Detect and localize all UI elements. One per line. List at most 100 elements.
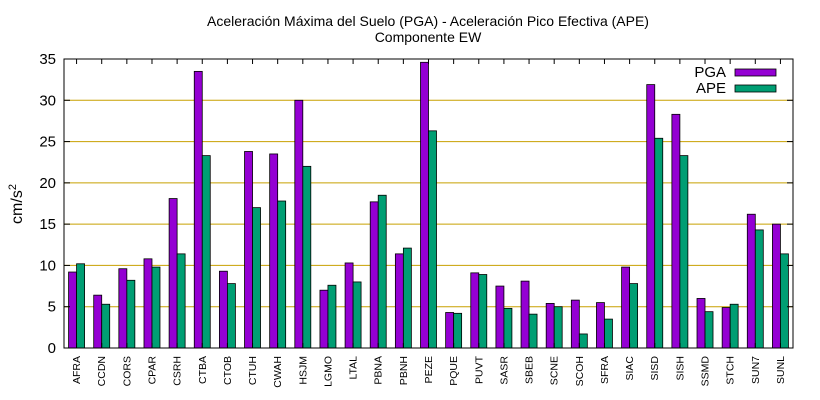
bar-pga-scne [545, 303, 555, 349]
x-tick-label: PBNH [398, 356, 410, 385]
x-tick-label: CORS [121, 356, 133, 386]
x-tick-label: CTBA [197, 356, 209, 384]
bar-ape-peze [428, 130, 437, 349]
y-tick-label: 20 [39, 175, 56, 192]
bar-ape-sfra [604, 318, 613, 349]
x-tick-label: HSJM [297, 356, 309, 385]
bar-ape-puvt [478, 274, 488, 349]
bar-ape-hsjm [302, 165, 312, 349]
svg-text:cm/s2: cm/s2 [7, 184, 26, 224]
x-tick-label: CPAR [146, 356, 158, 385]
legend-label: PGA [694, 64, 726, 81]
x-tick-label: PUVT [473, 355, 485, 384]
bar-pga-sun7 [746, 213, 756, 349]
x-tick-label: SISD [649, 356, 661, 381]
bar-pga-ltal [344, 262, 354, 349]
x-tick-label: PEZE [423, 356, 435, 383]
bar-ape-cors [126, 279, 136, 349]
y-ticks: 0 5 10 15 20 25 30 35 [39, 51, 793, 357]
bar-pga-peze [420, 61, 429, 349]
x-tick-label: LTAL [348, 356, 360, 380]
bar-ape-sasr [503, 307, 513, 349]
bar-pga-sisd [646, 84, 656, 349]
x-tick-label: SBEB [524, 356, 536, 384]
y-tick-label: 25 [39, 134, 56, 151]
bar-ape-csrh [176, 253, 186, 349]
x-tick-label: SUN7 [750, 356, 762, 384]
bar-pga-stch [721, 307, 731, 349]
bar-pga-ccdn [93, 294, 103, 349]
x-tick-label: CCDN [96, 356, 108, 386]
y-tick-label: 30 [39, 92, 56, 109]
y-tick-label: 10 [39, 257, 56, 274]
bar-ape-scoh [578, 333, 588, 349]
x-tick-label: SCNE [549, 356, 561, 385]
bar-pga-pque [445, 312, 455, 349]
bar-ape-ltal [352, 281, 362, 349]
bar-pga-lgmo [319, 289, 329, 349]
x-tick-label: SASR [498, 356, 510, 385]
legend-swatch-pga [734, 68, 777, 77]
bar-pga-pbna [369, 201, 379, 349]
x-tick-label: SIAC [624, 356, 636, 381]
bar-ape-siac [629, 283, 639, 349]
x-tick-label: CSRH [172, 356, 184, 386]
legend-label: APE [696, 80, 726, 97]
x-tick-label: SISH [674, 356, 686, 381]
x-tick-label: PQUE [448, 356, 460, 386]
bar-pga-ctob [218, 270, 228, 349]
y-tick-label: 35 [39, 51, 56, 68]
bar-pga-pbnh [394, 253, 404, 349]
bar-ape-ccdn [101, 303, 111, 349]
x-tick-label: CTOB [222, 356, 234, 385]
x-tick-label: STCH [725, 356, 737, 385]
bar-ape-cwah [277, 200, 287, 349]
y-axis-label-unit: cm/s [9, 190, 26, 224]
bar-pga-hsjm [294, 99, 304, 349]
x-tick-label: SCOH [574, 356, 586, 386]
x-tick-label: CWAH [272, 356, 284, 388]
bar-pga-puvt [470, 272, 480, 349]
chart-title: Aceleración Máxima del Suelo (PGA) - Ace… [207, 13, 649, 29]
bar-pga-ssmd [696, 298, 706, 349]
bar-ape-lgmo [327, 284, 337, 349]
bar-ape-pbnh [402, 247, 412, 349]
x-tick-label: SSMD [700, 356, 712, 387]
x-tick-label: SUNL [775, 356, 787, 384]
y-axis-label: cm/s2 [7, 184, 26, 224]
bar-pga-ctuh [244, 151, 253, 349]
legend-swatch-ape [734, 84, 777, 93]
bar-ape-sish [679, 155, 689, 349]
x-tick-label: PBNA [373, 356, 385, 385]
bar-pga-sish [671, 113, 681, 349]
bar-pga-afra [68, 271, 77, 349]
plot-frame [63, 58, 794, 349]
bar-pga-sfra [596, 302, 605, 349]
bar-ape-ctba [201, 155, 211, 349]
y-tick-label: 0 [48, 340, 56, 357]
bar-pga-scoh [570, 299, 580, 349]
x-tick-label: CTUH [247, 356, 259, 385]
bar-ape-sunl [780, 253, 789, 349]
bar-pga-cpar [143, 258, 153, 349]
bar-ape-ctob [226, 283, 236, 349]
y-tick-label: 15 [39, 216, 56, 233]
bar-ape-stch [729, 303, 739, 349]
chart-subtitle: Componente EW [375, 29, 482, 45]
bar-ape-sbeb [528, 313, 538, 349]
bar-ape-sisd [654, 137, 664, 349]
bar-ape-afra [76, 263, 85, 349]
bar-pga-sasr [495, 285, 505, 349]
bar-pga-sbeb [520, 280, 530, 349]
x-ticks: AFRA CCDN CORS CPAR CSRH CTBA CTOB CTUH CWAH HSJM… [71, 59, 787, 388]
bar-pga-csrh [168, 198, 178, 349]
x-tick-label: AFRA [71, 356, 83, 384]
bar-ape-pbna [377, 194, 387, 349]
x-tick-label: SFRA [599, 356, 611, 384]
bar-ape-sun7 [754, 229, 764, 349]
bar-pga-cors [118, 268, 128, 349]
bar-pga-siac [621, 266, 631, 349]
bar-pga-cwah [269, 153, 279, 349]
